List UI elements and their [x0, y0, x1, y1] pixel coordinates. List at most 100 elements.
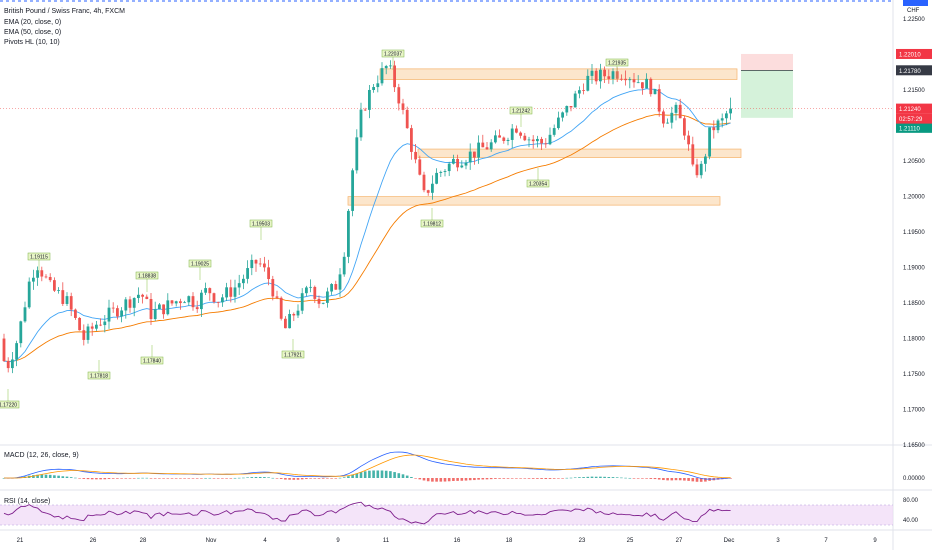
macd-histogram-bar	[641, 478, 644, 479]
candle-body	[258, 263, 262, 265]
macd-histogram-bar	[603, 476, 606, 478]
candle-body	[11, 359, 14, 369]
candle-body	[447, 163, 451, 172]
candle-body	[15, 343, 18, 360]
macd-histogram-bar	[229, 478, 233, 479]
x-tick-label: 3	[776, 538, 780, 544]
rsi-pane-label[interactable]: RSI (14, close)	[4, 498, 51, 505]
candle-body	[662, 111, 665, 124]
macd-histogram-bar	[569, 477, 573, 479]
candle-body	[410, 128, 413, 152]
candle-body	[418, 159, 422, 175]
x-tick-label: 27	[676, 538, 683, 544]
candle-body	[649, 78, 653, 95]
macd-histogram-bar	[141, 477, 144, 479]
candle-body	[200, 292, 203, 310]
candle-body	[716, 120, 720, 131]
macd-histogram-bar	[179, 478, 182, 479]
candle-body	[628, 79, 632, 81]
indicator-ema50-label[interactable]: EMA (50, close, 0)	[4, 29, 62, 36]
sr-zone	[347, 196, 721, 206]
candle-body	[477, 142, 480, 158]
macd-histogram-bar	[137, 477, 140, 479]
candle-body	[170, 300, 174, 304]
candle-body	[599, 69, 602, 82]
macd-histogram-bar	[191, 478, 195, 479]
candle-body	[69, 296, 73, 310]
macd-histogram-bar	[582, 477, 585, 478]
candle-body	[531, 139, 535, 142]
candle-body	[548, 134, 552, 145]
macd-histogram-bar	[704, 478, 707, 482]
candle-body	[720, 118, 724, 121]
candle-body	[624, 78, 627, 81]
macd-histogram-bar	[263, 477, 266, 478]
symbol-title[interactable]: British Pound / Swiss Franc, 4h, FXCM	[4, 8, 125, 15]
pivot-label-box	[281, 350, 305, 359]
candle-body	[111, 307, 115, 309]
candle-body	[473, 151, 476, 158]
macd-histogram-bar	[216, 478, 220, 479]
candle-body	[145, 296, 149, 300]
macd-histogram-bar	[662, 478, 665, 481]
candle-body	[506, 139, 510, 141]
candle-body	[368, 89, 371, 110]
x-tick-label: Nov	[206, 538, 217, 544]
candle-body	[578, 90, 581, 94]
macd-histogram-bar	[170, 478, 174, 479]
candle-body	[338, 274, 342, 290]
macd-histogram-bar	[44, 474, 48, 478]
macd-histogram-bar	[674, 478, 678, 481]
candle-body	[195, 307, 199, 310]
candle-body	[666, 122, 669, 124]
candle-body	[695, 164, 699, 176]
ema20-line	[3, 88, 731, 363]
candle-body	[132, 298, 136, 308]
candle-body	[275, 296, 279, 298]
macd-histogram-bar	[233, 477, 237, 479]
macd-histogram-bar	[48, 474, 52, 478]
pivot-label-box	[0, 400, 20, 409]
candle-body	[573, 93, 577, 108]
candle-body	[74, 309, 77, 318]
macd-histogram-bar	[431, 478, 434, 482]
candle-body	[464, 162, 468, 166]
candle-body	[6, 361, 10, 369]
macd-histogram-bar	[32, 475, 35, 478]
x-tick-label: 28	[140, 538, 147, 544]
candle-body	[590, 70, 594, 76]
pivot-label-box	[509, 106, 533, 115]
candle-body	[569, 106, 573, 108]
sr-zone	[379, 68, 738, 80]
macd-histogram-bar	[536, 478, 539, 479]
candle-body	[342, 256, 346, 275]
macd-histogram-bar	[162, 478, 165, 479]
macd-histogram-bar	[611, 477, 615, 478]
macd-histogram-bar	[586, 476, 590, 478]
candle-body	[204, 288, 207, 293]
indicator-pivots-label[interactable]: Pivots HL (10, 10)	[4, 39, 60, 46]
price-axis-label	[896, 103, 932, 114]
indicator-ema20-label[interactable]: EMA (20, close, 0)	[4, 19, 62, 26]
macd-histogram-bar	[456, 478, 459, 481]
macd-pane-label[interactable]: MACD (12, 26, close, 9)	[4, 452, 79, 459]
candle-body	[48, 277, 52, 281]
macd-histogram-bar	[246, 477, 249, 479]
candle-body	[23, 307, 27, 322]
pivot-label: 1.19812	[423, 222, 441, 228]
macd-histogram-bar	[69, 477, 73, 478]
macd-histogram-bar	[557, 478, 560, 479]
candle-body	[334, 284, 338, 290]
currency-label: CHF	[907, 8, 920, 14]
candle-body	[288, 313, 291, 329]
macd-histogram-bar	[649, 478, 653, 479]
candle-body	[536, 138, 539, 142]
pivot-label: 1.17840	[143, 359, 161, 365]
macd-histogram-bar	[153, 478, 157, 479]
candle-body	[594, 70, 598, 82]
candle-body	[137, 294, 140, 299]
macd-histogram-bar	[443, 478, 447, 482]
candle-body	[620, 78, 623, 80]
macd-histogram-bar	[527, 478, 531, 479]
